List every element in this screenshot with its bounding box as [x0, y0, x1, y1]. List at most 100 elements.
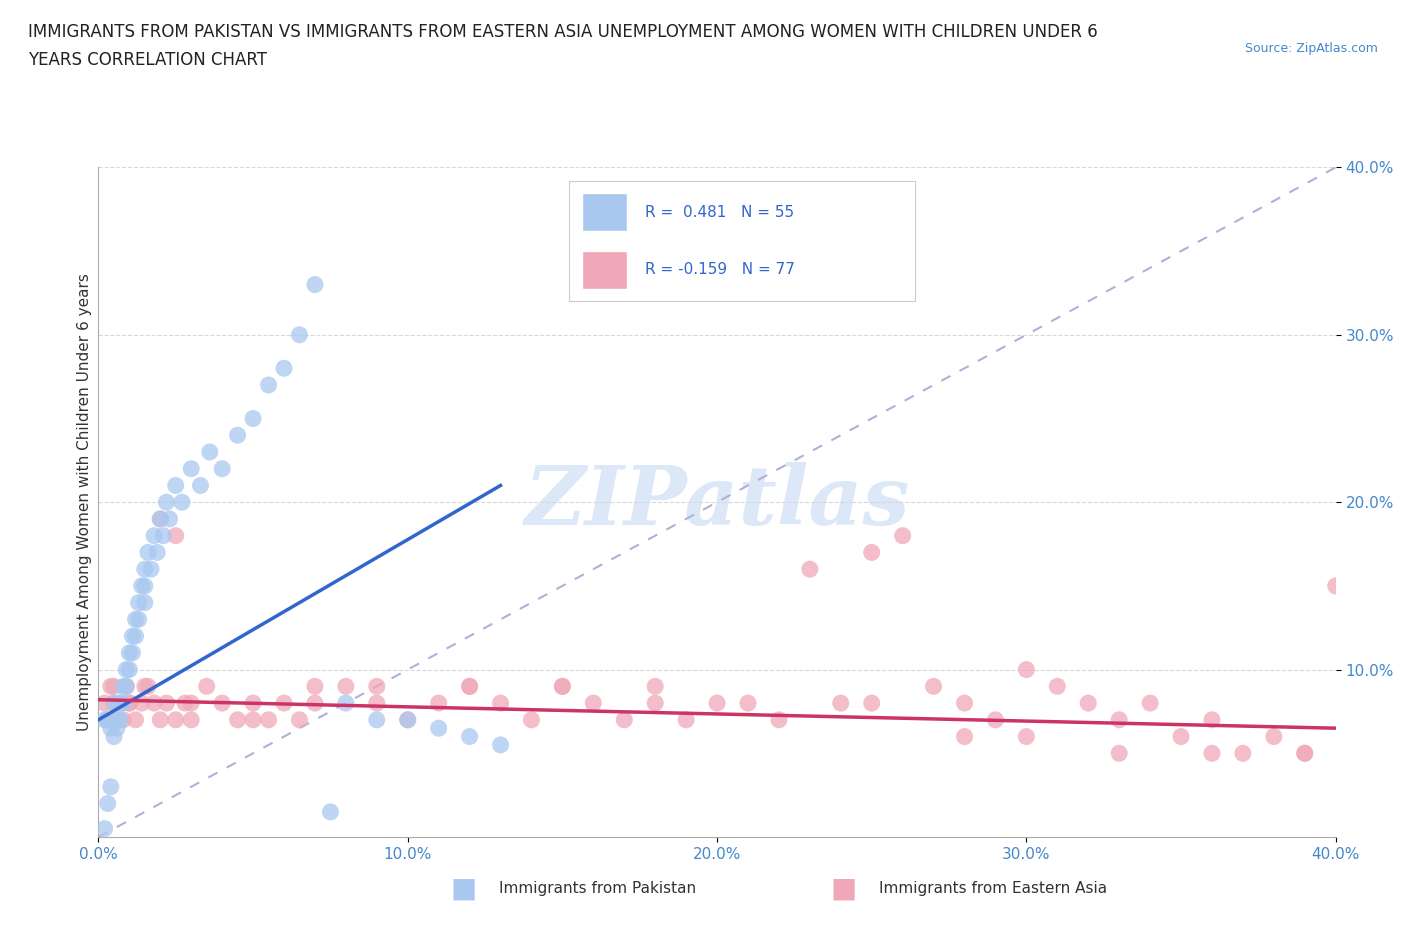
Point	[458, 729, 481, 744]
Point	[211, 696, 233, 711]
Point	[396, 712, 419, 727]
Point	[1015, 662, 1038, 677]
Point	[489, 737, 512, 752]
Point	[149, 712, 172, 727]
Point	[273, 361, 295, 376]
Point	[124, 629, 146, 644]
Text: YEARS CORRELATION CHART: YEARS CORRELATION CHART	[28, 51, 267, 69]
Point	[953, 696, 976, 711]
Point	[155, 495, 177, 510]
Point	[180, 712, 202, 727]
Point	[134, 562, 156, 577]
Point	[1139, 696, 1161, 711]
Point	[1263, 729, 1285, 744]
Point	[242, 696, 264, 711]
Point	[131, 578, 153, 593]
Point	[319, 804, 342, 819]
Point	[134, 595, 156, 610]
Text: Immigrants from Eastern Asia: Immigrants from Eastern Asia	[879, 881, 1107, 896]
Point	[830, 696, 852, 711]
Point	[180, 696, 202, 711]
Point	[644, 679, 666, 694]
Point	[396, 712, 419, 727]
Point	[1324, 578, 1347, 593]
Point	[984, 712, 1007, 727]
Point	[644, 696, 666, 711]
Text: ZIPatlas: ZIPatlas	[524, 462, 910, 542]
Point	[112, 679, 135, 694]
Point	[799, 562, 821, 577]
Point	[366, 712, 388, 727]
Point	[165, 478, 187, 493]
Point	[768, 712, 790, 727]
Point	[1232, 746, 1254, 761]
Point	[1108, 712, 1130, 727]
Point	[675, 712, 697, 727]
Point	[953, 729, 976, 744]
Y-axis label: Unemployment Among Women with Children Under 6 years: Unemployment Among Women with Children U…	[77, 273, 91, 731]
Point	[1201, 746, 1223, 761]
Point	[97, 712, 120, 727]
Point	[93, 821, 115, 836]
Point	[273, 696, 295, 711]
Point	[304, 696, 326, 711]
Point	[149, 512, 172, 526]
Point	[257, 378, 280, 392]
Point	[128, 595, 150, 610]
Text: IMMIGRANTS FROM PAKISTAN VS IMMIGRANTS FROM EASTERN ASIA UNEMPLOYMENT AMONG WOME: IMMIGRANTS FROM PAKISTAN VS IMMIGRANTS F…	[28, 23, 1098, 41]
Point	[174, 696, 197, 711]
Point	[551, 679, 574, 694]
Point	[1046, 679, 1069, 694]
Point	[100, 779, 122, 794]
Point	[195, 679, 218, 694]
Point	[242, 411, 264, 426]
Point	[226, 712, 249, 727]
Point	[108, 712, 131, 727]
Point	[1294, 746, 1316, 761]
Point	[115, 662, 138, 677]
Point	[165, 528, 187, 543]
Point	[1201, 712, 1223, 727]
Point	[103, 729, 125, 744]
Point	[922, 679, 945, 694]
Point	[124, 712, 146, 727]
Point	[93, 712, 115, 727]
Point	[226, 428, 249, 443]
Point	[427, 696, 450, 711]
Point	[288, 712, 311, 727]
Point	[134, 679, 156, 694]
Point	[108, 696, 131, 711]
Point	[211, 461, 233, 476]
Point	[121, 629, 143, 644]
Point	[115, 679, 138, 694]
Point	[105, 712, 128, 727]
Point	[427, 721, 450, 736]
Point	[198, 445, 221, 459]
Point	[155, 696, 177, 711]
Point	[118, 696, 141, 711]
Text: Immigrants from Pakistan: Immigrants from Pakistan	[499, 881, 696, 896]
Point	[242, 712, 264, 727]
Point	[105, 712, 128, 727]
Text: Source: ZipAtlas.com: Source: ZipAtlas.com	[1244, 42, 1378, 55]
Point	[118, 645, 141, 660]
Text: ■: ■	[451, 874, 477, 902]
Point	[143, 696, 166, 711]
Point	[149, 512, 172, 526]
Point	[520, 712, 543, 727]
Point	[190, 478, 212, 493]
Point	[304, 679, 326, 694]
Point	[115, 679, 138, 694]
Point	[860, 696, 883, 711]
Point	[118, 662, 141, 677]
Point	[706, 696, 728, 711]
Point	[737, 696, 759, 711]
Point	[288, 327, 311, 342]
Point	[860, 545, 883, 560]
Point	[891, 528, 914, 543]
Point	[93, 696, 115, 711]
Point	[128, 612, 150, 627]
Point	[582, 696, 605, 711]
Point	[1294, 746, 1316, 761]
Point	[489, 696, 512, 711]
